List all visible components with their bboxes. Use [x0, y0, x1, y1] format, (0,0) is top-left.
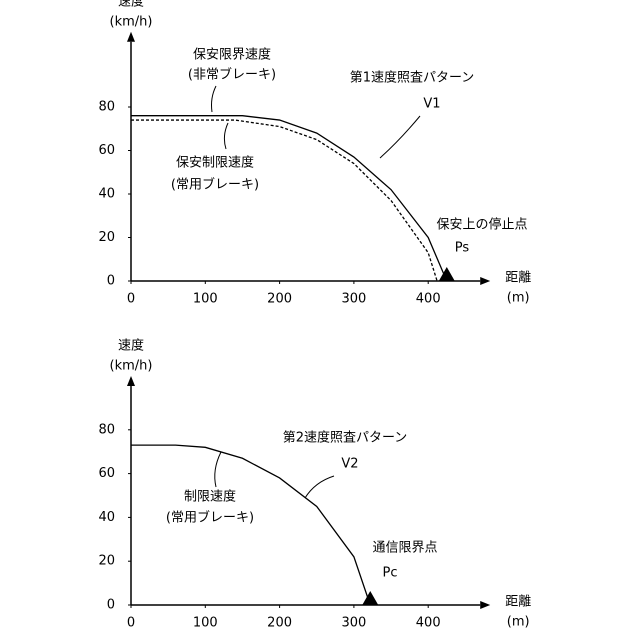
- x-tick-label: 300: [341, 616, 366, 631]
- x-tick-label: 400: [416, 292, 441, 307]
- figure: 速度(km/h)距離(m)0100200300400020406080保安限界速…: [0, 0, 640, 640]
- annotation: 通信限界点: [372, 541, 437, 556]
- leader-line: [305, 476, 334, 498]
- speed-curve: [131, 116, 447, 281]
- speed-curve: [131, 120, 437, 281]
- y-axis-title: 速度: [118, 338, 144, 354]
- annotation: (常用ブレーキ): [171, 177, 259, 193]
- x-axis-title: 距離: [505, 271, 531, 286]
- y-axis-unit: (km/h): [110, 14, 153, 29]
- y-axis-unit: (km/h): [110, 359, 153, 374]
- y-tick-label: 60: [98, 466, 115, 481]
- x-axis-title: 距離: [505, 595, 531, 610]
- x-tick-label: 200: [267, 292, 292, 307]
- leader-line: [224, 123, 228, 149]
- annotation: 第2速度照査パターン: [283, 430, 408, 446]
- stop-label: Ps: [455, 241, 470, 256]
- x-tick-label: 300: [341, 292, 366, 307]
- y-axis-title: 速度: [118, 0, 144, 9]
- stop-marker: [362, 591, 378, 605]
- axis-arrow: [480, 601, 490, 609]
- y-tick-label: 0: [107, 274, 115, 289]
- leader-line: [212, 86, 217, 112]
- x-tick-label: 100: [193, 292, 218, 307]
- y-tick-label: 40: [98, 510, 115, 525]
- y-tick-label: 80: [98, 422, 115, 437]
- annotation: 第1速度照査パターン: [350, 70, 475, 86]
- annotation: (常用ブレーキ): [166, 510, 254, 526]
- y-tick-label: 20: [98, 230, 115, 245]
- axis-arrow: [480, 277, 490, 285]
- axis-arrow: [127, 376, 135, 386]
- axis-arrow: [127, 32, 135, 42]
- y-tick-label: 40: [98, 187, 115, 202]
- x-tick-label: 100: [193, 616, 218, 631]
- annotation: 保安限界速度: [193, 47, 271, 63]
- leader-line: [380, 116, 420, 158]
- x-tick-label: 200: [267, 616, 292, 631]
- x-tick-label: 400: [416, 616, 441, 631]
- y-tick-label: 0: [107, 598, 115, 613]
- annotation: 保安上の停止点: [436, 217, 527, 233]
- annotation: V2: [341, 457, 358, 472]
- annotation: 制限速度: [184, 489, 236, 505]
- leader-line: [215, 452, 221, 487]
- stop-label: Pc: [383, 566, 398, 581]
- x-axis-unit: (m): [507, 291, 530, 306]
- y-tick-label: 20: [98, 554, 115, 569]
- annotation: (非常ブレーキ): [188, 67, 276, 83]
- y-tick-label: 60: [98, 143, 115, 158]
- annotation: V1: [423, 97, 440, 112]
- y-tick-label: 80: [98, 100, 115, 115]
- x-tick-label: 0: [127, 292, 135, 307]
- x-tick-label: 0: [127, 616, 135, 631]
- x-axis-unit: (m): [507, 615, 530, 630]
- annotation: 保安制限速度: [176, 155, 254, 171]
